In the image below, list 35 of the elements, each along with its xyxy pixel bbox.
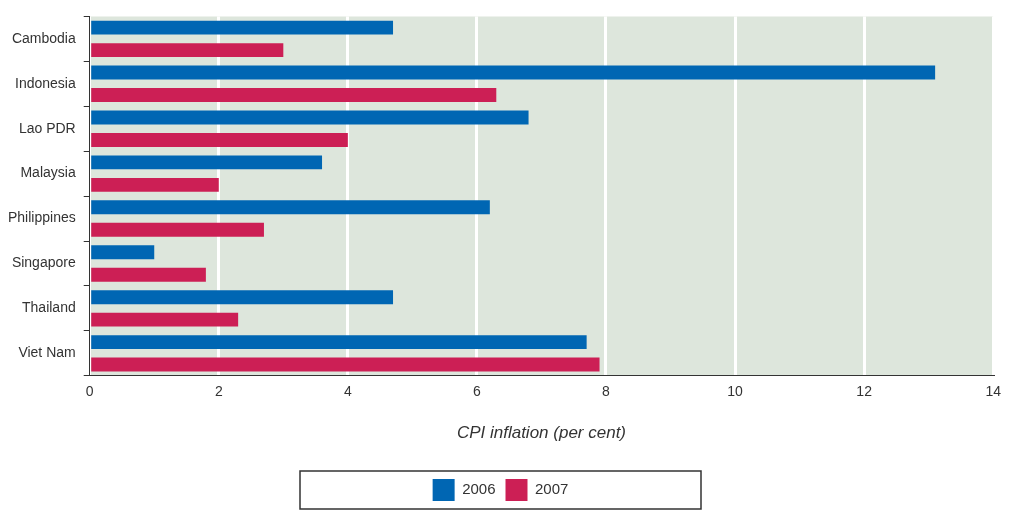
bar: [91, 43, 284, 58]
x-tick-label: 6: [473, 383, 482, 400]
bar: [91, 222, 264, 237]
x-tick-label: 2: [214, 383, 223, 400]
x-tick-label: 0: [85, 383, 94, 400]
x-tick-label: 4: [343, 383, 352, 400]
bar: [91, 335, 587, 350]
x-tick-label: 10: [727, 383, 744, 400]
x-tick-label: 8: [602, 383, 611, 400]
x-axis-title: CPI inflation (per cent): [456, 422, 627, 442]
y-tick-label: Philippines: [7, 209, 76, 226]
bar: [91, 110, 529, 125]
bar: [91, 200, 490, 215]
legend-label: 2007: [535, 480, 569, 498]
bar: [91, 132, 348, 147]
y-tick-label: Viet Nam: [18, 344, 76, 361]
x-tick-label: 14: [985, 383, 1002, 400]
bar: [91, 245, 155, 260]
y-tick-label: Thailand: [22, 299, 76, 316]
bar: [91, 88, 497, 102]
bar: [91, 267, 206, 282]
bar: [91, 312, 239, 327]
y-tick-label: Indonesia: [14, 74, 76, 91]
bar: [91, 65, 936, 80]
bar: [91, 20, 394, 35]
bar: [91, 357, 600, 372]
y-tick-label: Malaysia: [20, 164, 76, 181]
y-tick-label: Cambodia: [11, 29, 76, 46]
y-tick-label: Singapore: [11, 254, 76, 271]
bar: [91, 290, 394, 305]
x-tick-label: 12: [856, 383, 873, 400]
bar: [91, 177, 219, 192]
y-tick-label: Lao PDR: [18, 119, 76, 136]
bar: [91, 155, 323, 170]
legend-label: 2006: [462, 480, 496, 498]
